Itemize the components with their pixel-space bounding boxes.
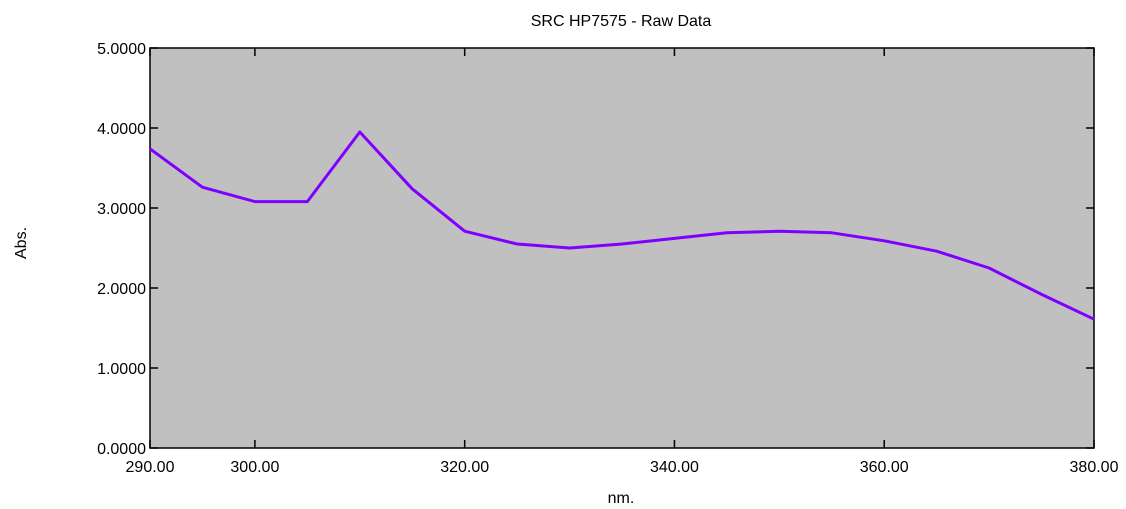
plot-area	[149, 47, 1095, 449]
x-tick-label: 290.00	[126, 459, 175, 476]
chart-title: SRC HP7575 - Raw Data	[531, 13, 712, 30]
x-tick-label: 300.00	[230, 459, 279, 476]
y-tick-label: 4.0000	[97, 121, 146, 138]
x-tick-label: 360.00	[860, 459, 909, 476]
y-tick-label: 5.0000	[97, 41, 146, 58]
series-line	[149, 130, 1095, 321]
x-axis: 290.00 300.00 320.00 340.00 360.00 380.00	[126, 48, 1119, 476]
y-axis-label: Abs.	[13, 227, 30, 259]
y-tick-label: 1.0000	[97, 361, 146, 378]
x-tick-label: 340.00	[650, 459, 699, 476]
x-tick-label: 380.00	[1070, 459, 1119, 476]
x-axis-label: nm.	[608, 490, 635, 507]
y-tick-label: 3.0000	[97, 201, 146, 218]
x-tick-label: 320.00	[440, 459, 489, 476]
y-tick-label: 2.0000	[97, 281, 146, 298]
y-axis: 0.0000 1.0000 2.0000 3.0000 4.0000 5.0000	[97, 41, 1094, 458]
y-tick-label: 0.0000	[97, 441, 146, 458]
